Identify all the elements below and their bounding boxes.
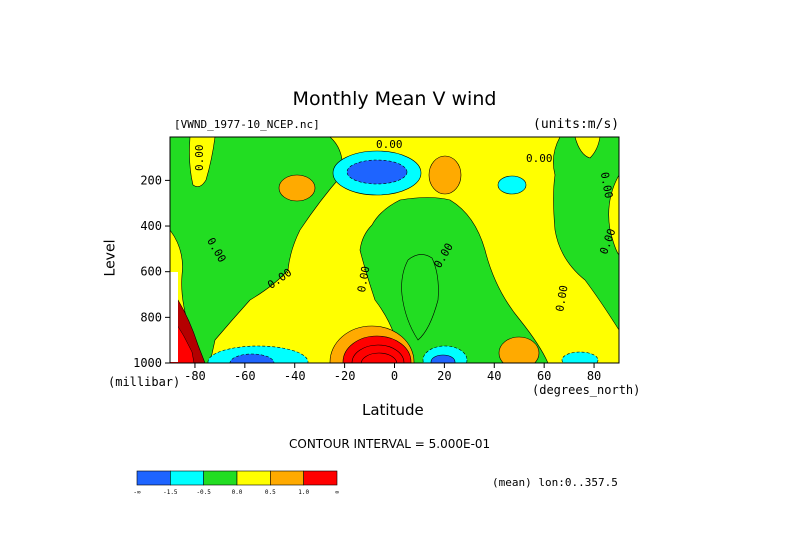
field-orange-left [278, 174, 316, 202]
contour-red-inner-2 [360, 352, 398, 363]
x-axis-label: Latitude [362, 401, 424, 419]
y-axis-ticks: 200 400 600 800 1000 [133, 173, 170, 370]
x-tick-label: -20 [334, 369, 356, 383]
x-tick-label: 20 [437, 369, 451, 383]
y-axis-label: Level [102, 239, 119, 277]
colorbar-swatch [203, 470, 238, 486]
colorbar-label: -1.5 [163, 489, 178, 496]
field-red-polar [170, 319, 195, 363]
contour-label: 0.00 [431, 241, 456, 270]
source-file-label: [VWND_1977-10_NCEP.nc] [174, 118, 320, 131]
x-axis-unit: (degrees_north) [532, 383, 641, 397]
contour-label: 0.00 [376, 138, 403, 151]
field-blue-upper [346, 159, 408, 185]
contour-labels: 0.00 0.00 0.00 0.00 0.00 0.00 0.00 0.00 … [193, 138, 619, 313]
y-tick-label: 1000 [133, 356, 162, 370]
contour-fields [170, 137, 619, 363]
field-red-surface [342, 335, 412, 363]
field-yellow-left-band [170, 229, 191, 363]
x-axis-ticks: -80 -60 -40 -20 0 20 40 60 80 [184, 363, 601, 383]
colorbar-swatch [136, 470, 171, 486]
y-tick-label: 800 [140, 310, 162, 324]
field-orange-mid [428, 155, 462, 195]
x-tick-label: 0 [391, 369, 398, 383]
field-orange-surface [329, 325, 415, 363]
field-yellow-right-top [574, 137, 601, 159]
field-cyan-right-small [497, 175, 527, 195]
colorbar-label: -0.5 [196, 489, 211, 496]
colorbar: -∞ -1.5 -0.5 0.0 0.5 1.0 ∞ [133, 470, 339, 496]
field-cyan-upper [332, 150, 422, 196]
field-dark-red-polar [170, 299, 206, 363]
field-cyan-surface-right [561, 351, 599, 363]
field-green-base [170, 137, 619, 363]
colorbar-swatch [170, 470, 204, 486]
colorbar-swatch [236, 470, 271, 486]
contour-label: 0.00 [553, 284, 570, 312]
missing-data-patch [170, 272, 178, 362]
contour-label: 0.00 [265, 266, 294, 292]
colorbar-label: 0.5 [265, 489, 276, 496]
plot-frame [169, 136, 620, 364]
field-blue-surface-mid [430, 354, 456, 363]
contour-label: 0.00 [526, 152, 553, 165]
field-cyan-surface-mid [422, 345, 468, 363]
contour-label: 0.00 [597, 227, 618, 256]
x-tick-label: 80 [587, 369, 601, 383]
mean-lon-label: (mean) lon:0..357.5 [492, 476, 618, 489]
x-tick-label: 60 [537, 369, 551, 383]
colorbar-label: 0.0 [232, 489, 243, 496]
units-label: (units:m/s) [533, 117, 620, 132]
y-tick-label: 200 [140, 173, 162, 187]
x-tick-label: -60 [234, 369, 256, 383]
contour-interval-label: CONTOUR INTERVAL = 5.000E-01 [289, 437, 491, 451]
field-blue-surface-left [229, 353, 275, 363]
chart-title: Monthly Mean V wind [292, 88, 497, 110]
colorbar-label: ∞ [335, 489, 339, 496]
colorbar-label: 1.0 [298, 489, 309, 496]
contour-red-inner-1 [351, 344, 405, 363]
field-yellow-gap [401, 254, 439, 341]
field-yellow-right-side [608, 174, 619, 256]
field-yellow-central [209, 137, 619, 363]
colorbar-label: -∞ [133, 489, 141, 496]
y-axis-unit: (millibar) [108, 375, 181, 389]
contour-label: 0.00 [193, 145, 206, 172]
x-tick-label: -80 [184, 369, 206, 383]
x-tick-label: -40 [284, 369, 306, 383]
x-tick-label: 40 [487, 369, 501, 383]
colorbar-swatch [270, 470, 304, 486]
contour-label: 0.00 [355, 265, 372, 293]
contour-label: 0.00 [598, 171, 615, 199]
field-yellow-left-upper [189, 137, 216, 187]
field-orange-right [498, 336, 540, 363]
contour-label: 0.00 [204, 235, 229, 264]
y-tick-label: 600 [140, 265, 162, 279]
colorbar-swatch [303, 470, 338, 486]
y-tick-label: 400 [140, 219, 162, 233]
field-cyan-surface-left [207, 345, 309, 363]
